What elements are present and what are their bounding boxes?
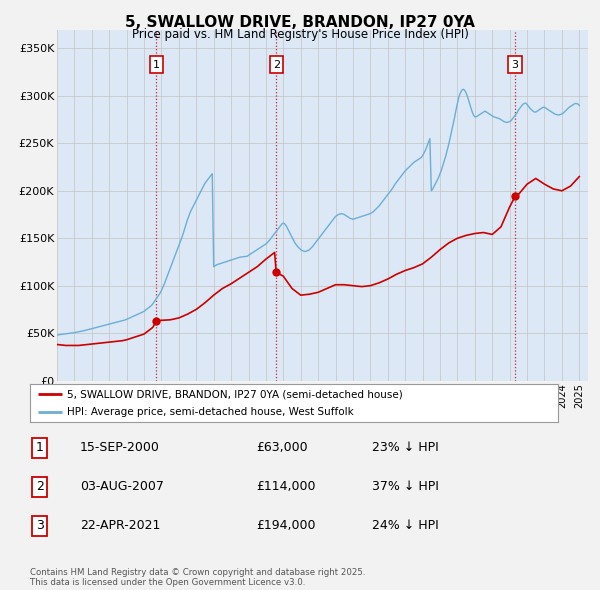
Text: 5, SWALLOW DRIVE, BRANDON, IP27 0YA: 5, SWALLOW DRIVE, BRANDON, IP27 0YA — [125, 15, 475, 30]
Text: Price paid vs. HM Land Registry's House Price Index (HPI): Price paid vs. HM Land Registry's House … — [131, 28, 469, 41]
Text: 03-AUG-2007: 03-AUG-2007 — [80, 480, 164, 493]
Text: 37% ↓ HPI: 37% ↓ HPI — [372, 480, 439, 493]
Text: 3: 3 — [512, 60, 518, 70]
Text: £63,000: £63,000 — [256, 441, 308, 454]
Text: 1: 1 — [36, 441, 44, 454]
Text: 2: 2 — [272, 60, 280, 70]
Text: 3: 3 — [36, 519, 44, 532]
Text: 5, SWALLOW DRIVE, BRANDON, IP27 0YA (semi-detached house): 5, SWALLOW DRIVE, BRANDON, IP27 0YA (sem… — [67, 389, 403, 399]
Text: 1: 1 — [153, 60, 160, 70]
Text: 22-APR-2021: 22-APR-2021 — [80, 519, 160, 532]
Text: 2: 2 — [36, 480, 44, 493]
Text: 23% ↓ HPI: 23% ↓ HPI — [372, 441, 439, 454]
Text: Contains HM Land Registry data © Crown copyright and database right 2025.: Contains HM Land Registry data © Crown c… — [30, 568, 365, 576]
Text: 24% ↓ HPI: 24% ↓ HPI — [372, 519, 439, 532]
Text: £114,000: £114,000 — [256, 480, 316, 493]
Text: HPI: Average price, semi-detached house, West Suffolk: HPI: Average price, semi-detached house,… — [67, 407, 354, 417]
Text: £194,000: £194,000 — [256, 519, 316, 532]
Text: 15-SEP-2000: 15-SEP-2000 — [80, 441, 160, 454]
Text: This data is licensed under the Open Government Licence v3.0.: This data is licensed under the Open Gov… — [30, 578, 305, 587]
